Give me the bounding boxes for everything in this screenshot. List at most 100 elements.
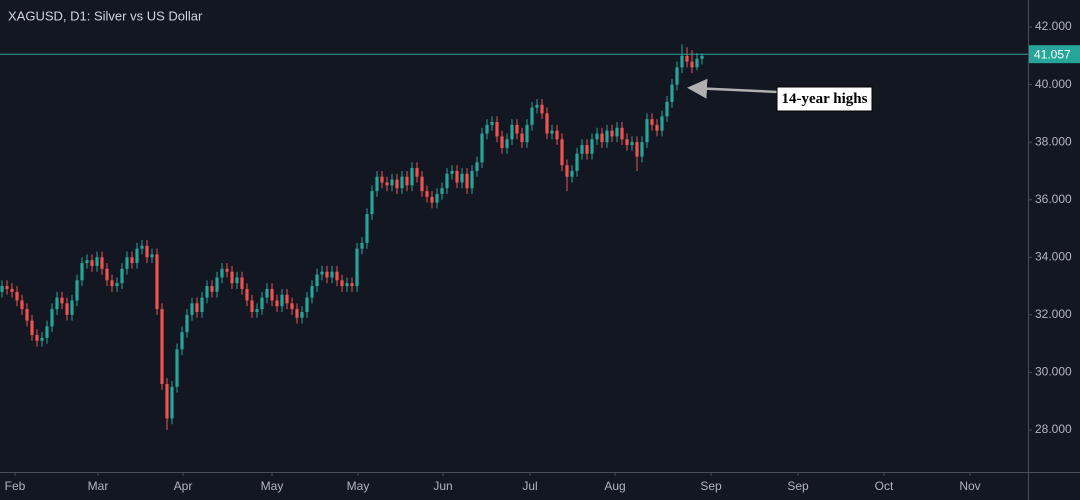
- candle-body: [490, 122, 494, 125]
- candle-body: [85, 260, 89, 264]
- candle-body: [650, 119, 654, 125]
- candle-body: [655, 124, 659, 131]
- candle-body: [120, 268, 124, 284]
- x-tick-label: Sep: [700, 479, 722, 493]
- candle-body: [400, 176, 404, 189]
- candle-body: [610, 130, 614, 137]
- candle-body: [110, 280, 114, 287]
- candle-body: [405, 176, 409, 186]
- candle-body: [425, 191, 429, 197]
- candle-body: [335, 271, 339, 281]
- candle-body: [290, 303, 294, 310]
- candle-body: [455, 170, 459, 183]
- candle-body: [105, 268, 109, 281]
- candle-body: [65, 303, 69, 315]
- y-tick-label: 36.000: [1035, 192, 1072, 206]
- candle-body: [550, 130, 554, 134]
- candle-body: [540, 104, 544, 114]
- candle-body: [310, 286, 314, 298]
- candle-body: [570, 170, 574, 177]
- candle-body: [675, 67, 679, 85]
- x-tick-label: Nov: [959, 479, 980, 493]
- candle-body: [615, 127, 619, 137]
- candle-body: [185, 314, 189, 333]
- candle-body: [485, 124, 489, 134]
- candle-body: [680, 55, 684, 68]
- candle-body: [495, 122, 499, 137]
- candle-body: [75, 280, 79, 301]
- x-tick-label: Mar: [88, 479, 109, 493]
- candle-body: [340, 280, 344, 287]
- candle-body: [420, 176, 424, 192]
- x-tick-label: Aug: [604, 479, 625, 493]
- candle-body: [315, 274, 319, 287]
- candle-body: [385, 182, 389, 186]
- candle-body: [380, 176, 384, 183]
- y-tick-label: 32.000: [1035, 307, 1072, 321]
- candle-body: [555, 130, 559, 140]
- candle-body: [90, 260, 94, 266]
- x-tick-label: Oct: [875, 479, 894, 493]
- candle-body: [295, 309, 299, 318]
- candle-body: [560, 139, 564, 166]
- candle-body: [415, 168, 419, 177]
- candle-body: [375, 176, 379, 192]
- candle-body: [515, 124, 519, 134]
- candle-body: [135, 248, 139, 264]
- candle-body: [635, 142, 639, 157]
- candle-body: [240, 277, 244, 289]
- candle-body: [620, 127, 624, 140]
- candle-body: [275, 300, 279, 307]
- candle-body: [585, 145, 589, 154]
- candle-body: [595, 133, 599, 140]
- candle-body: [125, 257, 129, 269]
- candle-body: [245, 288, 249, 301]
- candle-body: [390, 179, 394, 186]
- candle-body: [45, 326, 49, 338]
- y-tick-label: 38.000: [1035, 134, 1072, 148]
- candle-body: [440, 188, 444, 194]
- candle-body: [175, 349, 179, 387]
- candle-body: [40, 337, 44, 341]
- candle-body: [445, 173, 449, 189]
- candle-body: [695, 58, 699, 68]
- candle-body: [60, 297, 64, 304]
- candle-body: [330, 271, 334, 278]
- candle-body: [180, 332, 184, 350]
- candle-body: [25, 309, 29, 321]
- candle-body: [510, 124, 514, 140]
- candle-body: [140, 245, 144, 249]
- annotation-box: [776, 86, 873, 112]
- candle-body: [165, 383, 169, 419]
- annotation: 14-year highs: [782, 91, 868, 107]
- candle-body: [700, 55, 704, 59]
- plot: [0, 44, 704, 430]
- candle-body: [465, 173, 469, 189]
- candle-body: [10, 288, 14, 292]
- candle-body: [505, 139, 509, 148]
- candle-body: [670, 84, 674, 102]
- x-tick-label: Feb: [5, 479, 26, 493]
- candle-body: [345, 283, 349, 287]
- chart-title: XAGUSD, D1: Silver vs US Dollar: [8, 8, 203, 23]
- candle-body: [545, 113, 549, 134]
- candle-body: [220, 268, 224, 278]
- candle-body: [430, 196, 434, 203]
- x-tick-label: May: [261, 479, 284, 493]
- candle-body: [265, 288, 269, 298]
- candle-body: [250, 300, 254, 312]
- y-tick-label: 34.000: [1035, 249, 1072, 263]
- last-price-box: [1029, 45, 1080, 64]
- candle-body: [685, 55, 689, 62]
- candle-body: [525, 124, 529, 143]
- candle-body: [520, 133, 524, 143]
- y-tick-label: 40.000: [1035, 77, 1072, 91]
- candle-body: [320, 271, 324, 275]
- candle-body: [80, 263, 84, 281]
- candle-body: [35, 335, 39, 341]
- candle-body: [565, 165, 569, 177]
- candle-body: [300, 311, 304, 318]
- candle-body: [260, 297, 264, 310]
- y-tick-label: 30.000: [1035, 365, 1072, 379]
